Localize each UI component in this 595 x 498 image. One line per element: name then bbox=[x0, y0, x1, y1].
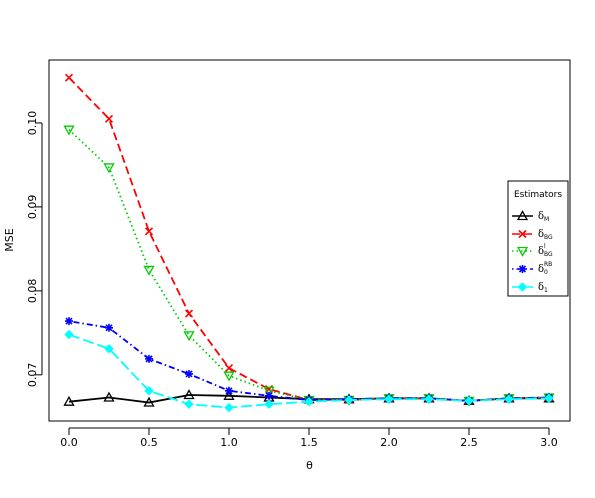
data-point bbox=[504, 394, 514, 404]
y-tick-label: 0.09 bbox=[26, 195, 39, 220]
legend-marker bbox=[516, 246, 529, 257]
y-tick-label: 0.07 bbox=[26, 363, 39, 388]
series-δRB0 bbox=[65, 317, 553, 405]
data-point bbox=[183, 389, 195, 400]
data-point bbox=[263, 386, 275, 397]
y-tick-label: 0.08 bbox=[26, 279, 39, 304]
x-tick-label: 3.0 bbox=[540, 436, 558, 449]
x-tick-label: 0.0 bbox=[60, 436, 78, 449]
legend-marker bbox=[517, 282, 528, 292]
x-tick-label: 1.0 bbox=[220, 436, 238, 449]
series-line bbox=[68, 320, 550, 402]
data-point bbox=[264, 399, 274, 409]
data-point bbox=[464, 396, 474, 406]
legend-item: δ lBG bbox=[512, 243, 553, 258]
data-point bbox=[424, 394, 434, 404]
series-δlBG bbox=[63, 125, 555, 407]
data-point bbox=[344, 395, 354, 405]
data-point bbox=[185, 369, 193, 378]
legend-title: Estimators bbox=[514, 190, 562, 200]
y-axis: 0.07 0.08 0.09 0.10 bbox=[26, 111, 43, 388]
legend-item: δ RB0 bbox=[512, 261, 552, 276]
data-point bbox=[63, 395, 75, 406]
series-line bbox=[68, 77, 550, 402]
legend-label-sup: RB bbox=[544, 261, 552, 268]
x-tick-label: 1.5 bbox=[300, 436, 318, 449]
x-tick-label: 2.5 bbox=[460, 436, 478, 449]
data-point bbox=[265, 391, 273, 400]
legend-box bbox=[507, 180, 569, 297]
legend-marker bbox=[518, 265, 527, 273]
x-tick-label: 2.0 bbox=[380, 436, 398, 449]
data-point bbox=[184, 399, 194, 409]
legend-label-sub: BG bbox=[544, 251, 553, 258]
series-layer bbox=[63, 73, 555, 413]
data-point bbox=[224, 402, 234, 413]
data-point bbox=[103, 163, 115, 174]
series-δBG bbox=[64, 73, 554, 405]
legend-label-sub: M bbox=[544, 216, 549, 223]
data-point bbox=[104, 114, 114, 123]
data-point bbox=[144, 386, 154, 396]
data-point bbox=[304, 396, 314, 407]
series-δ1 bbox=[64, 329, 554, 413]
data-point bbox=[65, 317, 73, 326]
data-point bbox=[143, 265, 155, 276]
legend-label: δ bbox=[538, 246, 544, 257]
data-point bbox=[64, 329, 74, 340]
y-tick-label: 0.10 bbox=[26, 111, 39, 136]
legend-marker bbox=[516, 210, 529, 221]
data-point bbox=[63, 125, 75, 136]
y-axis-title: MSE bbox=[3, 228, 16, 251]
data-point bbox=[225, 386, 233, 395]
series-line bbox=[68, 129, 550, 402]
legend-marker bbox=[518, 229, 527, 239]
legend-label-sub: 1 bbox=[544, 287, 548, 294]
data-point bbox=[384, 394, 394, 404]
legend-label: δ bbox=[538, 211, 544, 222]
legend-label: δ bbox=[538, 282, 544, 293]
data-point bbox=[105, 323, 113, 332]
data-point bbox=[223, 389, 235, 400]
x-axis: 0.0 0.5 1.0 1.5 2.0 2.5 3.0 bbox=[60, 427, 558, 449]
data-point bbox=[184, 309, 194, 318]
legend-item: δ BG bbox=[512, 229, 553, 241]
data-point bbox=[183, 331, 195, 342]
data-point bbox=[104, 344, 114, 354]
plot-frame bbox=[48, 59, 571, 422]
data-point bbox=[145, 354, 153, 363]
data-point bbox=[144, 227, 154, 236]
data-point bbox=[64, 73, 74, 82]
data-point bbox=[223, 371, 235, 382]
legend-label-sub: 0 bbox=[544, 269, 548, 276]
x-tick-label: 0.5 bbox=[140, 436, 158, 449]
data-point bbox=[103, 391, 115, 402]
legend-label: δ bbox=[538, 229, 544, 240]
legend-label-sub: BG bbox=[544, 234, 553, 241]
data-point bbox=[544, 393, 554, 404]
legend-label-sup: l bbox=[544, 243, 546, 250]
x-axis-title: θ bbox=[306, 459, 313, 472]
data-point bbox=[143, 396, 155, 407]
data-point bbox=[224, 364, 234, 373]
legend-label: δ bbox=[538, 264, 544, 275]
